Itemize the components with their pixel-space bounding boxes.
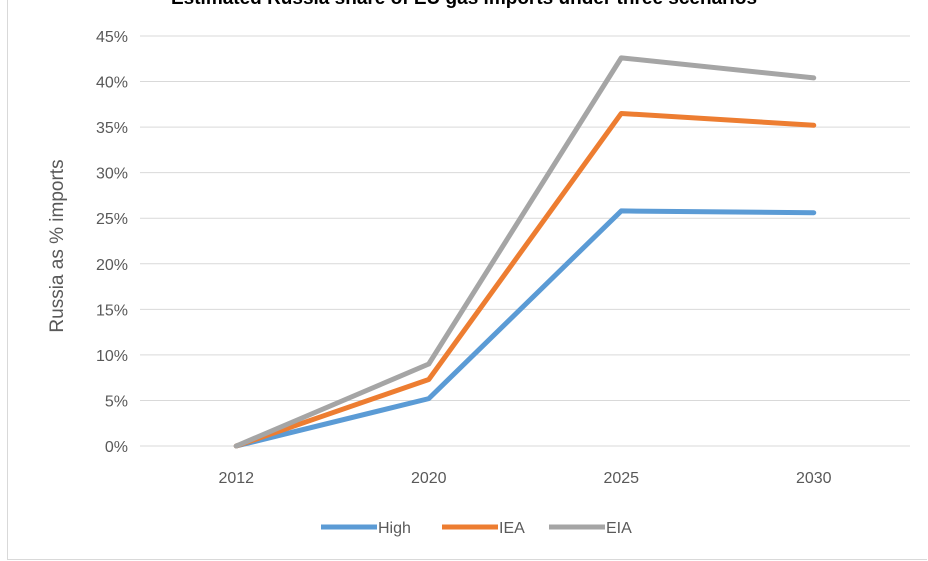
x-tick-label: 2012 (218, 470, 254, 487)
x-tick-label: 2020 (411, 470, 447, 487)
x-tick-labels: 2012 2020 2025 2030 (218, 470, 831, 487)
chart-title: Estimated Russia share of EU gas imports… (0, 0, 928, 10)
y-axis-label: Russia as % imports (47, 159, 68, 332)
y-tick-label: 15% (96, 302, 128, 319)
legend-label: High (378, 520, 411, 537)
x-tick-label: 2030 (796, 470, 832, 487)
y-tick-label: 30% (96, 166, 128, 183)
series-line-iea (233, 110, 817, 449)
y-tick-label: 40% (96, 75, 128, 92)
series-lines (233, 55, 817, 449)
series-line-high (233, 208, 817, 449)
y-tick-label: 35% (96, 120, 128, 137)
y-tick-label: 10% (96, 348, 128, 365)
legend-label: EIA (606, 520, 632, 537)
y-tick-label: 25% (96, 211, 128, 228)
legend-label: IEA (499, 520, 525, 537)
legend: High IEA EIA (321, 520, 632, 537)
y-tick-labels: 0% 5% 10% 15% 20% 25% 30% 35% 40% 45% (96, 29, 128, 456)
chart-frame (7, 0, 927, 560)
y-tick-label: 0% (105, 439, 128, 456)
y-tick-label: 45% (96, 29, 128, 46)
x-tick-label: 2025 (603, 470, 639, 487)
y-tick-label: 5% (105, 393, 128, 410)
gridlines (140, 35, 910, 447)
series-line-eia (233, 55, 817, 449)
y-tick-label: 20% (96, 257, 128, 274)
